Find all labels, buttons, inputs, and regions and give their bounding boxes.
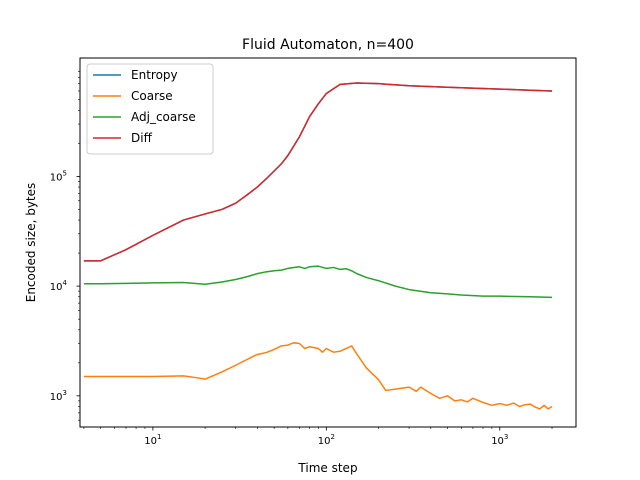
x-tick-label: 103 <box>491 433 508 447</box>
series-line-coarse <box>83 341 553 410</box>
legend-label: Coarse <box>131 89 173 103</box>
legend-label: Adj_coarse <box>131 110 196 124</box>
legend-label: Diff <box>131 131 153 145</box>
x-axis-label: Time step <box>297 461 357 475</box>
y-axis-label: Encoded size, bytes <box>24 183 38 303</box>
legend: Entropy Coarse Adj_coarse Diff <box>86 63 214 155</box>
plot-lines <box>83 82 553 410</box>
y-tick-label: 104 <box>50 279 68 293</box>
y-tick-label: 103 <box>50 389 67 403</box>
plot-frame <box>79 57 577 428</box>
x-tick-label: 102 <box>318 433 335 447</box>
series-line-adj-coarse <box>83 265 553 299</box>
series-line-diff <box>83 82 553 262</box>
y-tick-label: 105 <box>50 169 67 183</box>
x-axis: 101 102 103 <box>83 427 553 447</box>
chart-title: Fluid Automaton, n=400 <box>242 37 414 53</box>
legend-label: Entropy <box>131 68 178 82</box>
legend-frame <box>86 63 214 155</box>
y-axis: 103 104 105 <box>50 71 80 421</box>
x-tick-label: 101 <box>144 433 161 447</box>
